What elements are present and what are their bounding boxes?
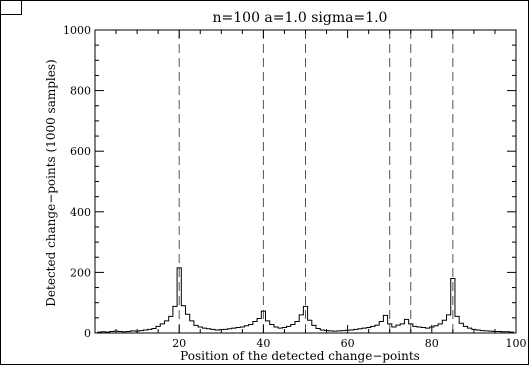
y-tick-label: 800 [70, 85, 91, 98]
window-corner-tab [1, 1, 22, 15]
x-tick-label: 60 [341, 337, 355, 350]
y-tick-label: 200 [70, 266, 91, 279]
y-tick-label: 600 [70, 145, 91, 158]
x-tick-label: 40 [256, 337, 270, 350]
histogram-series-line [97, 267, 514, 333]
x-tick-label: 80 [425, 337, 439, 350]
y-tick-label: 1000 [63, 24, 91, 37]
y-axis-label: Detected change−points (1000 samples) [44, 59, 58, 306]
chart-title: n=100 a=1.0 sigma=1.0 [213, 10, 388, 26]
plot-area-frame [94, 29, 517, 334]
y-tick-label: 0 [84, 327, 91, 340]
x-tick-label: 20 [172, 337, 186, 350]
true-change-point-lines [178, 30, 454, 333]
x-axis-label: Position of the detected change−points [180, 349, 420, 363]
x-tick-label: 100 [506, 337, 527, 350]
y-tick-label: 400 [70, 206, 91, 219]
